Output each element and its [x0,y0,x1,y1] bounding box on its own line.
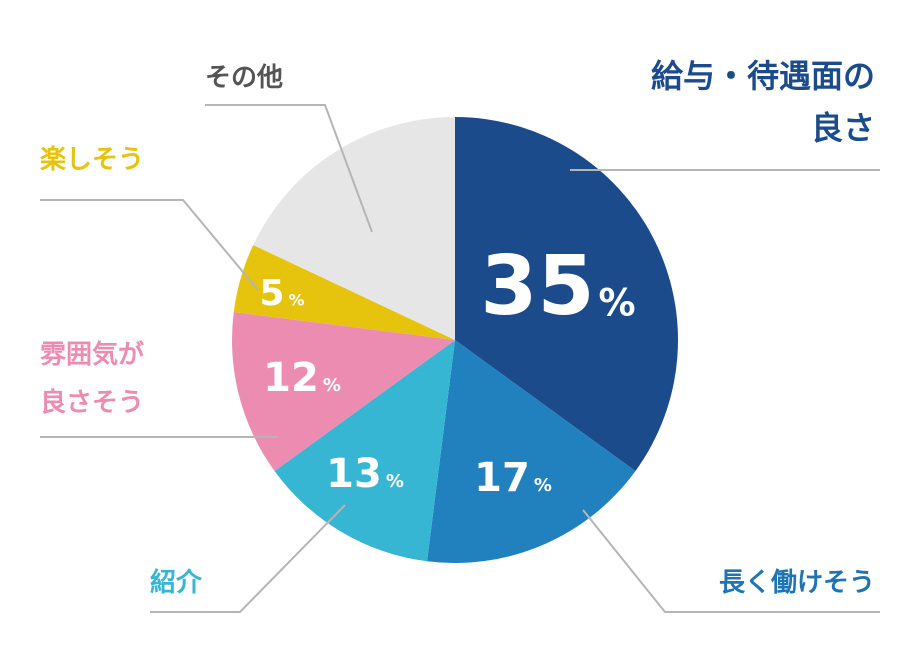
leader-line [205,104,373,233]
category-label: 紹介 [150,567,203,598]
value-label: 17% [474,455,552,501]
pie-slice [233,245,455,340]
category-label: 楽しそう [40,145,144,175]
category-label: 長く働けそう [719,568,875,598]
category-label: その他 [205,63,283,93]
leader-line [40,199,259,291]
leader-line [582,509,880,613]
pie-slice [253,117,455,340]
category-label: 雰囲気が良さそう [40,339,144,418]
value-label: 5% [259,273,304,314]
pie-slice [455,117,678,472]
value-label: 13% [326,451,404,497]
value-label: 12% [263,355,341,401]
pie-slice [231,312,455,472]
category-label: 給与・待遇面の良さ [651,57,875,147]
pie-slice [274,340,455,562]
value-label: 35% [480,239,635,334]
pie-slice [427,340,636,563]
leader-line [150,504,346,613]
